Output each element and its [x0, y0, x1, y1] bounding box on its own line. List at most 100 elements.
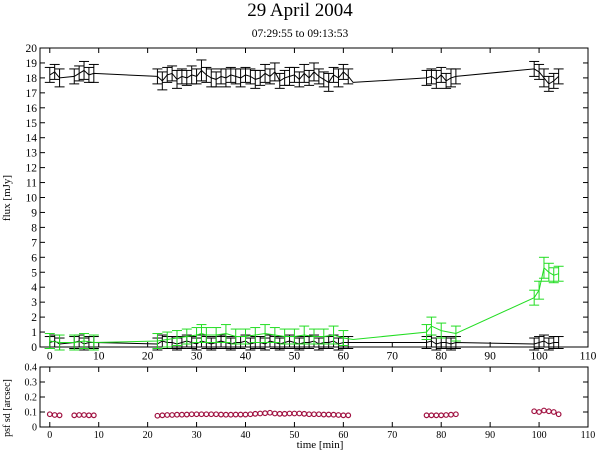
flux-x-tick-label: 110 [580, 351, 597, 363]
psf-point [81, 412, 87, 418]
psf-point [164, 412, 171, 418]
flux-series-1-line [49, 68, 559, 85]
psf-point [541, 407, 547, 414]
flux-y-tick-label: 12 [26, 163, 38, 175]
flux-y-tick-label: 18 [26, 73, 38, 85]
psf-y-axis-label: psf sd [arcsec] [2, 379, 13, 437]
psf-y-tick-label: 0.4 [25, 363, 38, 374]
psf-point [213, 411, 220, 418]
psf-point [330, 411, 337, 418]
psf-point [281, 410, 288, 417]
psf-point [531, 408, 538, 415]
flux-x-tick-label: 80 [435, 351, 447, 363]
psf-point [218, 411, 224, 418]
psf-point [154, 412, 161, 419]
flux-y-tick-label: 7 [31, 237, 37, 249]
psf-y-tick-label: 0.2 [25, 393, 38, 404]
psf-x-tick-label: 20 [143, 430, 153, 441]
psf-point [76, 412, 83, 418]
psf-point [242, 411, 249, 418]
flux-y-tick-label: 19 [26, 58, 38, 70]
flux-y-tick-label: 5 [31, 267, 37, 279]
psf-x-tick-label: 10 [94, 430, 104, 441]
psf-y-tick-label: 0 [32, 423, 37, 434]
psf-point [178, 411, 185, 418]
psf-point [315, 411, 322, 418]
flux-x-tick-label: 50 [289, 351, 301, 363]
psf-point [71, 412, 78, 419]
psf-point [90, 412, 97, 419]
psf-point [193, 411, 200, 418]
psf-point [276, 410, 283, 417]
psf-x-tick-label: 40 [241, 430, 251, 441]
psf-point [438, 412, 445, 419]
flux-y-tick-label: 3 [31, 297, 37, 309]
psf-point [262, 410, 268, 417]
psf-point [56, 412, 63, 419]
psf-panel: 0 10 20 30 40 50 60 70 80 90 100 110 0 0.1 0.2 0.3 0.4 [25, 363, 596, 442]
flux-x-tick-label: 60 [338, 351, 350, 363]
flux-y-tick-label: 17 [26, 88, 38, 100]
flux-x-tick-label: 90 [484, 351, 496, 363]
psf-point [267, 409, 273, 416]
psf-point [247, 411, 254, 418]
flux-x-tick-label: 30 [191, 351, 203, 363]
psf-point [174, 411, 180, 418]
flux-y-axis-label: flux [mJy] [1, 175, 13, 221]
psf-point [448, 411, 454, 418]
flux-x-tick-label: 20 [142, 351, 154, 363]
psf-x-tick-label: 50 [289, 430, 299, 441]
flux-panel: 0 10 20 30 40 50 60 70 80 90 100 110012345678910111… [26, 43, 597, 362]
psf-point [159, 412, 166, 419]
chart-title: 29 April 2004 [247, 0, 353, 21]
psf-point [550, 409, 557, 415]
flux-y-tick-label: 2 [31, 312, 37, 324]
flux-y-tick-label: 6 [31, 252, 37, 264]
time-x-axis-label: time [min] [297, 439, 344, 451]
psf-point [208, 411, 215, 418]
psf-point [169, 412, 176, 418]
psf-x-tick-label: 0 [47, 430, 52, 441]
psf-y-tick-label: 0.1 [25, 408, 38, 419]
flux-y-tick-label: 4 [31, 282, 37, 294]
flux-x-tick-label: 70 [387, 351, 399, 363]
psf-point [555, 411, 562, 418]
psf-point [340, 412, 347, 419]
flux-y-tick-label: 11 [26, 178, 37, 190]
psf-point [345, 412, 352, 419]
flux-x-tick-label: 100 [530, 351, 548, 363]
psf-x-tick-label: 60 [338, 430, 348, 441]
psf-point [306, 411, 313, 418]
psf-point [443, 412, 450, 418]
psf-point [286, 410, 293, 417]
psf-point [198, 411, 205, 418]
psf-point [433, 412, 440, 419]
flux-x-tick-label: 10 [93, 351, 105, 363]
flux-y-tick-label: 16 [26, 103, 38, 115]
psf-point [320, 411, 327, 418]
psf-point [291, 410, 298, 417]
flux-y-tick-label: 14 [26, 133, 38, 145]
psf-point [325, 411, 332, 418]
psf-y-tick-label: 0.3 [25, 378, 38, 389]
psf-point [46, 411, 53, 418]
flux-y-tick-label: 0 [31, 342, 37, 354]
psf-point [301, 410, 308, 417]
flux-y-tick-label: 15 [26, 118, 38, 130]
flux-x-tick-label: 0 [47, 351, 53, 363]
flux-y-tick-label: 8 [31, 222, 37, 234]
psf-point [335, 412, 342, 418]
psf-point [223, 411, 229, 418]
flux-y-tick-label: 1 [31, 327, 37, 339]
psf-point [423, 412, 430, 419]
psf-point [188, 411, 195, 418]
psf-point [428, 412, 435, 419]
psf-point [296, 410, 303, 417]
psf-x-tick-label: 70 [387, 430, 397, 441]
chart-subtitle: 07:29:55 to 09:13:53 [251, 28, 349, 40]
psf-x-tick-label: 100 [532, 430, 547, 441]
psf-point [311, 411, 317, 418]
psf-frame [39, 366, 589, 428]
psf-point [237, 411, 244, 418]
psf-point [203, 411, 210, 418]
